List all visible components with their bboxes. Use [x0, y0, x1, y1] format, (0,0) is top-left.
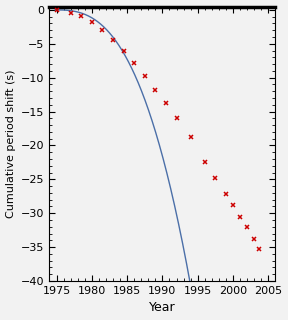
Y-axis label: Cumulative period shift (s): Cumulative period shift (s) — [5, 69, 16, 218]
X-axis label: Year: Year — [149, 301, 176, 315]
